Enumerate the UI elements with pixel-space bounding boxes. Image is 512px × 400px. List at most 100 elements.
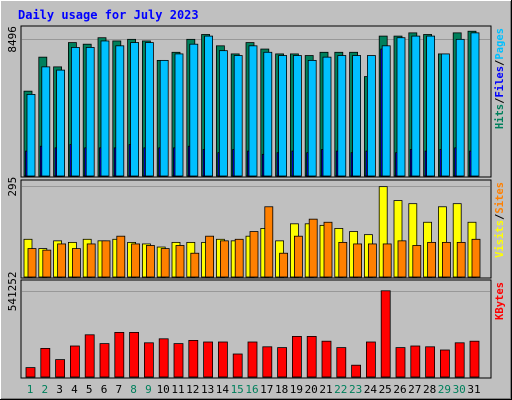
bar-sites [441, 241, 451, 278]
x-tick-label: 1 [27, 383, 34, 396]
bar-pages [381, 45, 391, 177]
x-tick-label: 8 [130, 383, 137, 396]
x-tick-label: 23 [349, 383, 362, 396]
legend: KBytes [494, 282, 506, 320]
x-tick-label: 5 [86, 383, 93, 396]
legend-separator: / [494, 60, 506, 66]
bar-kbytes [380, 290, 391, 378]
bar-kbytes [158, 338, 169, 378]
bar-kbytes [217, 341, 228, 378]
bar-kbytes [469, 340, 480, 378]
bar-kbytes [277, 347, 288, 378]
bar-sites [264, 206, 274, 278]
bar-sites [190, 252, 200, 278]
bar-pages [130, 42, 140, 177]
x-tick-label: 3 [56, 383, 63, 396]
chart-title: Daily usage for July 2023 [18, 8, 199, 22]
bar-kbytes [55, 359, 65, 378]
bar-pages [248, 45, 258, 177]
bar-pages [26, 94, 36, 177]
bar-sites [86, 243, 96, 278]
bar-sites [427, 241, 437, 278]
bar-pages [159, 59, 169, 177]
x-tick-label: 30 [453, 383, 466, 396]
bar-pages [115, 45, 125, 177]
bar-sites [308, 218, 318, 278]
bar-pages [396, 37, 406, 177]
bar-sites [72, 248, 81, 278]
bar-kbytes [247, 341, 258, 378]
bar-sites [249, 231, 259, 278]
x-tick-label: 9 [145, 383, 152, 396]
legend-sites: Sites [494, 182, 506, 214]
bar-kbytes [336, 347, 347, 378]
legend-pages: Pages [494, 28, 506, 60]
bar-sites [42, 249, 52, 278]
bar-pages [56, 69, 65, 177]
bar-sites [145, 245, 155, 278]
x-tick-label: 6 [101, 383, 108, 396]
bar-pages [411, 35, 421, 177]
series-sites [27, 206, 481, 278]
bar-pages [204, 35, 214, 177]
bar-kbytes [351, 364, 362, 378]
bar-kbytes [143, 342, 154, 378]
bar-kbytes [439, 349, 450, 378]
bar-kbytes [321, 340, 332, 378]
bar-kbytes [365, 341, 376, 378]
x-tick-label: 18 [275, 383, 288, 396]
bar-kbytes [410, 345, 421, 378]
x-tick-label: 12 [186, 383, 199, 396]
bar-sites [205, 235, 215, 278]
y-tick-label: 8496 [6, 26, 19, 53]
bar-sites [160, 248, 170, 278]
bar-kbytes [40, 347, 51, 378]
bar-pages [85, 47, 95, 177]
bar-kbytes [114, 331, 125, 378]
bar-kbytes [262, 346, 273, 378]
bar-sites [412, 245, 422, 278]
bar-sites [131, 243, 141, 278]
bar-sites [338, 241, 348, 278]
x-tick-label: 28 [423, 383, 436, 396]
bar-kbytes [306, 335, 317, 378]
x-tick-label: 11 [171, 383, 184, 396]
bar-kbytes [84, 334, 95, 378]
y-tick-label: 541252 [6, 272, 19, 312]
x-tick-label: 4 [71, 383, 78, 396]
x-tick-label: 31 [467, 383, 480, 396]
x-tick-label: 25 [379, 383, 392, 396]
x-tick-label: 14 [216, 383, 230, 396]
legend-kbytes: KBytes [494, 282, 506, 320]
bar-pages [292, 55, 302, 177]
bar-sites [57, 243, 66, 278]
x-tick-label: 26 [393, 383, 406, 396]
x-tick-label: 2 [41, 383, 48, 396]
x-tick-label: 19 [290, 383, 303, 396]
bar-sites [353, 243, 363, 278]
bar-kbytes [454, 342, 465, 378]
legend-hits: Hits [494, 104, 506, 129]
bar-pages [366, 55, 376, 177]
legend-separator: / [494, 214, 506, 220]
bar-pages [322, 56, 332, 177]
bar-sites [382, 243, 392, 278]
bar-pages [307, 59, 317, 177]
x-tick-label: 21 [319, 383, 332, 396]
x-tick-label: 16 [245, 383, 258, 396]
x-tick-label: 24 [364, 383, 378, 396]
bar-kbytes [173, 343, 184, 378]
bar-pages [41, 66, 51, 177]
x-tick-label: 10 [157, 383, 170, 396]
x-tick-label: 15 [231, 383, 244, 396]
panel-kbytes: 541252 KBytes [6, 272, 506, 378]
panel-visits-sites: 295 Visits/Sites [6, 177, 506, 278]
x-tick-label: 13 [201, 383, 214, 396]
bar-sites [293, 235, 303, 278]
bar-kbytes [70, 345, 80, 378]
bar-pages [233, 55, 243, 177]
x-tick-label: 7 [115, 383, 122, 396]
bar-pages [426, 35, 436, 177]
